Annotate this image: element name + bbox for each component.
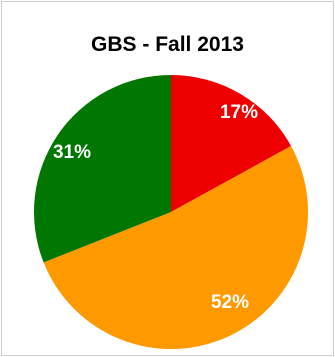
slice-label-31: 31% — [53, 142, 91, 163]
chart-title: GBS - Fall 2013 — [91, 33, 244, 56]
pie-slice-31 — [34, 75, 172, 263]
slice-label-52: 52% — [211, 292, 249, 313]
pie-slice-17 — [171, 75, 292, 212]
pie-slice-52 — [43, 146, 309, 350]
slice-label-17: 17% — [220, 102, 258, 123]
